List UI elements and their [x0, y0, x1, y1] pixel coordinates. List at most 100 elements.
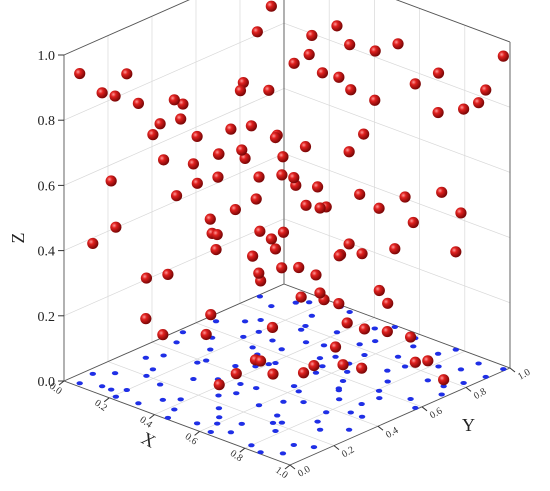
sphere-point [337, 359, 349, 371]
floor-projection-point [112, 394, 120, 399]
sphere-point [213, 148, 225, 160]
floor-projection-point [384, 379, 391, 384]
floor-projection-point [457, 367, 465, 372]
sphere-point [345, 84, 357, 96]
sphere-point [234, 85, 247, 97]
floor-projection-point [280, 399, 287, 404]
floor-projection-point [279, 451, 287, 456]
sphere-point [277, 151, 289, 163]
floor-projection-point [358, 414, 366, 419]
sphere-point [250, 193, 262, 205]
y-tick [333, 445, 340, 450]
floor-projection-point [343, 369, 351, 374]
floor-projection-point [272, 429, 279, 433]
sphere-point [438, 374, 450, 386]
z-axis-title: Z [8, 233, 28, 244]
sphere-point [436, 186, 448, 198]
sphere-point [147, 129, 159, 141]
sphere-point [87, 237, 99, 250]
floor-projection-point [452, 347, 460, 352]
sphere-point [132, 97, 144, 109]
floor-projection-point [149, 367, 157, 372]
floor-projection-point [164, 415, 172, 420]
sphere-point [295, 291, 307, 303]
floor-projection-point [194, 360, 201, 365]
floor-projection-point [98, 384, 106, 389]
sphere-point [450, 246, 462, 258]
sphere-point [263, 84, 275, 96]
x-tick [239, 447, 246, 453]
floor-projection-point [269, 420, 277, 425]
sphere-point [96, 87, 108, 99]
sphere-point [422, 355, 434, 367]
sphere-point [265, 233, 278, 245]
back-wall-gridline [283, 218, 511, 304]
y-tick-label: 1.0 [516, 367, 532, 383]
floor-projection-point [227, 430, 235, 435]
sphere-point [162, 268, 174, 280]
floor-gridline [109, 300, 330, 399]
floor-projection-point [278, 347, 285, 352]
floor-projection-point [171, 407, 178, 412]
back-wall-gridline [283, 22, 511, 108]
sphere-point [314, 202, 326, 214]
sphere-point [109, 90, 121, 102]
y-tick [421, 406, 428, 412]
floor-projection-point [434, 351, 442, 356]
x-tick [194, 431, 200, 436]
sphere-point [247, 250, 259, 262]
floor-projection-point [335, 397, 343, 402]
floor-projection-point [255, 329, 262, 334]
sphere-point [303, 48, 315, 61]
sphere-point [297, 367, 310, 379]
sphere-point [236, 144, 248, 156]
sphere-point [140, 313, 152, 325]
sphere-point [316, 67, 329, 79]
floor-projection-point [346, 309, 353, 314]
floor-projection-point [376, 396, 383, 401]
sphere-point [473, 97, 485, 109]
sphere-point [343, 146, 355, 158]
floor-projection-point [123, 388, 130, 393]
z-tick-label: 0.0 [38, 375, 56, 390]
sphere-point [230, 368, 242, 380]
y-tick-label: 0.2 [340, 444, 356, 460]
sphere-point [205, 309, 217, 321]
floor-projection-point [435, 364, 442, 369]
floor-projection-point [295, 389, 302, 394]
sphere-point [213, 379, 225, 391]
sphere-point [254, 225, 266, 237]
sphere-point [245, 120, 257, 132]
floor-projection-point [232, 364, 239, 369]
sphere-point [381, 325, 393, 338]
sphere-point [293, 261, 305, 274]
sphere-point [121, 68, 133, 80]
floor-projection-point [300, 400, 307, 405]
floor-projection-point [440, 384, 447, 389]
floor-projection-point [248, 443, 255, 448]
floor-projection-point [142, 355, 150, 360]
sphere-point [269, 243, 282, 255]
y-tick-label: 0.8 [472, 386, 488, 402]
sphere-point [229, 203, 241, 216]
sphere-point [341, 317, 353, 329]
left-wall-gridline [63, 88, 285, 186]
sphere-point [265, 0, 277, 12]
y-tick [465, 387, 472, 392]
left-wall-gridline [63, 0, 190, 56]
y-tick [289, 464, 296, 470]
sphere-point [110, 221, 122, 233]
back-wall-gridline [283, 153, 511, 238]
floor-projection-point [216, 415, 223, 420]
sphere-point [266, 321, 279, 334]
floor-projection-point [143, 373, 150, 378]
sphere-point [497, 50, 509, 62]
floor-projection-point [76, 381, 83, 386]
floor-projection-point [274, 413, 281, 418]
floor-projection-point [193, 421, 201, 426]
sphere-point [191, 130, 203, 143]
sphere-point [253, 267, 265, 279]
floor-projection-point [233, 391, 240, 396]
sphere-point [251, 26, 263, 38]
